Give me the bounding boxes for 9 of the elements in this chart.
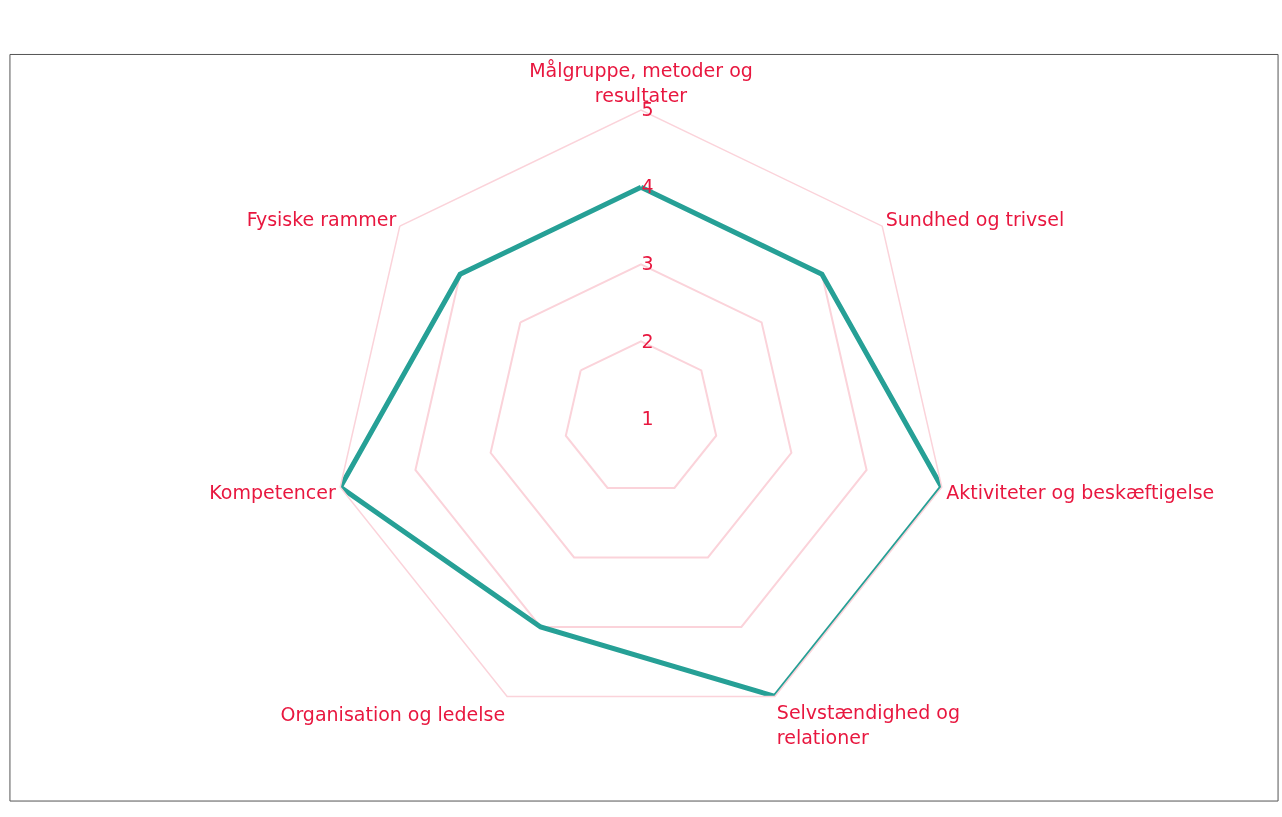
spoke-label: Aktiviteter og beskæftigelse [946,480,1215,503]
spoke-label: Sundhed og trivsel [885,208,1065,231]
spoke-label: Organisation og ledelse [280,702,506,725]
y-tick-label: 3 [641,252,654,275]
spoke-label: Selvstændighed og relationer [776,701,961,749]
spoke-label: Fysiske rammer [246,208,397,231]
spoke-label: Kompetencer [209,480,336,503]
y-tick-label: 1 [641,406,654,429]
y-tick-label: 2 [641,329,654,352]
